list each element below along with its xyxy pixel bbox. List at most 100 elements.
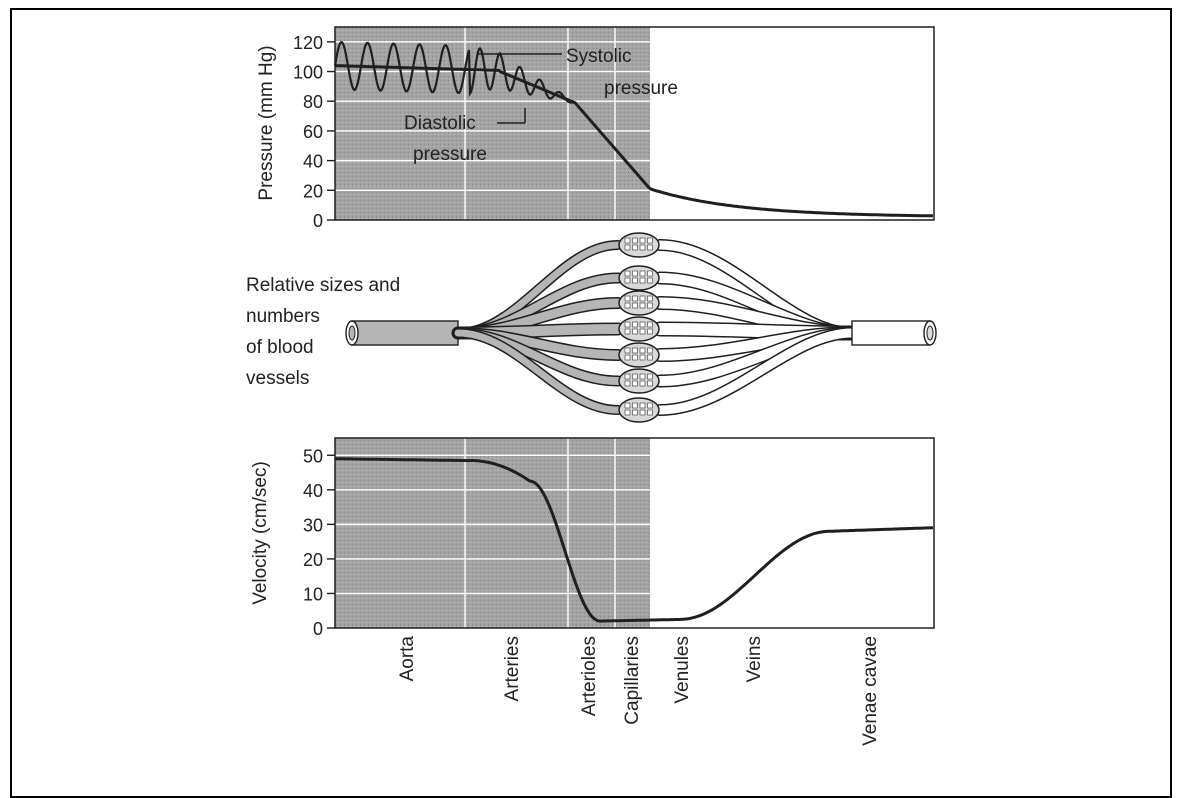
capillary-cell xyxy=(632,347,638,354)
capillary-cell xyxy=(624,328,631,335)
capillary-cell xyxy=(632,321,638,328)
capillary-cell xyxy=(647,244,653,251)
vessel-caption-line1: Relative sizes and xyxy=(246,275,400,296)
capillary-cell xyxy=(639,409,646,416)
velocity-tick-label: 0 xyxy=(313,619,323,639)
segment-label: Arterioles xyxy=(579,636,600,716)
capillary-cell xyxy=(639,277,646,284)
capillary-cell xyxy=(639,373,646,380)
pressure-mean-line xyxy=(334,64,934,218)
segment-label: Veins xyxy=(744,636,765,682)
capillary-cell xyxy=(632,270,638,277)
pressure-tick-label: 80 xyxy=(303,92,323,112)
capillary-cell xyxy=(647,302,653,309)
capillary-cell xyxy=(639,321,646,328)
pressure-tick-label: 100 xyxy=(293,63,323,83)
capillary-cell xyxy=(632,302,638,309)
capillary-cell xyxy=(632,380,638,387)
segment-label: Venules xyxy=(672,636,693,704)
velocity-tick-label: 20 xyxy=(303,550,323,570)
capillary-cell xyxy=(639,295,646,302)
pressure-axis-label: Pressure (mm Hg) xyxy=(256,45,277,200)
artery-branch xyxy=(454,329,622,414)
velocity-tick-label: 30 xyxy=(303,515,323,535)
segment-labels: Aorta Arteries Arterioles Capillaries Venule… xyxy=(397,636,881,746)
capillary-cell xyxy=(647,409,653,416)
segment-label: Arteries xyxy=(502,636,523,701)
capillary-cell xyxy=(647,373,653,380)
systolic-label-line1: Systolic xyxy=(566,46,631,67)
segment-label: Capillaries xyxy=(622,636,643,725)
pressure-tick-label: 20 xyxy=(303,181,323,201)
capillary-cell xyxy=(632,328,638,335)
capillary-cell xyxy=(632,354,638,361)
capillary-cell xyxy=(624,321,631,328)
capillary-cell xyxy=(639,328,646,335)
pressure-oscillation-line xyxy=(333,41,579,107)
capillary-cell xyxy=(647,380,653,387)
capillary-cell xyxy=(647,237,653,244)
capillary-beds xyxy=(618,232,660,423)
velocity-grid xyxy=(335,438,650,628)
pressure-tick-label: 120 xyxy=(293,33,323,53)
capillary-cell xyxy=(639,237,646,244)
systolic-label-line2: pressure xyxy=(604,78,678,99)
capillary-cell xyxy=(632,237,638,244)
capillary-cell xyxy=(639,380,646,387)
capillary-cell xyxy=(647,354,653,361)
pressure-grid xyxy=(335,27,650,220)
pressure-chart: 0 20 40 60 80 100 120 Pressure (mm Hg) Systoli… xyxy=(256,26,935,231)
vein-branch xyxy=(655,328,857,415)
vessel-caption-line4: vessels xyxy=(246,368,309,389)
velocity-shaded-region xyxy=(335,438,650,628)
capillary-cell xyxy=(639,402,646,409)
pressure-tick-label: 40 xyxy=(303,152,323,172)
velocity-chart: 0 10 20 30 40 50 Velocity (cm/sec) xyxy=(250,437,935,639)
velocity-plot-frame xyxy=(334,437,935,629)
velocity-line xyxy=(334,457,934,623)
capillary-cell xyxy=(632,295,638,302)
capillary-cell xyxy=(647,347,653,354)
velocity-axis-label: Velocity (cm/sec) xyxy=(250,461,271,605)
capillary-cell xyxy=(624,380,631,387)
capillary-cell xyxy=(647,402,653,409)
diastolic-label-line1: Diastolic xyxy=(404,113,476,134)
capillary-cell xyxy=(639,244,646,251)
capillary-cell xyxy=(639,354,646,361)
venous-branches xyxy=(652,239,860,416)
pressure-plot-frame xyxy=(334,26,935,221)
capillary-cell xyxy=(647,328,653,335)
diastolic-label-line2: pressure xyxy=(413,144,487,165)
segment-label: Venae cavae xyxy=(860,636,881,746)
capillary-cell xyxy=(632,373,638,380)
capillary-cell xyxy=(647,277,653,284)
capillary-cell xyxy=(632,277,638,284)
capillary-cell xyxy=(639,302,646,309)
velocity-tick-label: 10 xyxy=(303,584,323,604)
velocity-ticks: 0 10 20 30 40 50 xyxy=(303,446,335,639)
velocity-tick-label: 50 xyxy=(303,446,323,466)
velocity-tick-label: 40 xyxy=(303,481,323,501)
capillary-cell xyxy=(647,270,653,277)
vessel-diagram: Relative sizes and numbers of blood vess… xyxy=(246,232,937,423)
vessel-caption-line3: of blood xyxy=(246,337,314,358)
capillary-cell xyxy=(632,244,638,251)
vessel-caption-line2: numbers xyxy=(246,306,320,327)
capillary-cell xyxy=(647,295,653,302)
capillary-cell xyxy=(624,373,631,380)
pressure-tick-label: 0 xyxy=(313,211,323,231)
capillary-cell xyxy=(647,321,653,328)
capillary-cell xyxy=(624,244,631,251)
segment-label: Aorta xyxy=(397,636,418,682)
aorta-lumen xyxy=(348,325,356,341)
capillary-cell xyxy=(632,402,638,409)
capillary-cell xyxy=(624,237,631,244)
pressure-ticks: 0 20 40 60 80 100 120 xyxy=(293,33,335,231)
capillary-cell xyxy=(624,277,631,284)
capillary-cell xyxy=(624,302,631,309)
capillary-cell xyxy=(624,354,631,361)
capillary-cell xyxy=(624,402,631,409)
arterial-branches xyxy=(451,240,625,415)
capillary-cell xyxy=(632,409,638,416)
